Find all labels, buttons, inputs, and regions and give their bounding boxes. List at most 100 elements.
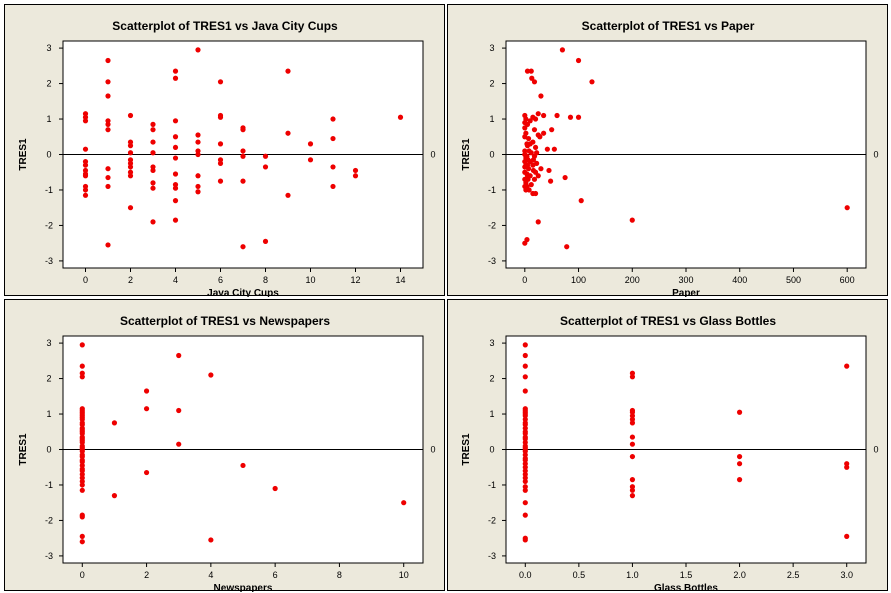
data-point xyxy=(307,141,314,147)
data-point xyxy=(549,127,555,133)
x-axis-label: Paper xyxy=(672,288,700,297)
chart-svg: Scatterplot of TRES1 vs Newspapers -3 -2 -1… xyxy=(18,314,436,592)
data-point xyxy=(526,187,532,193)
data-point xyxy=(522,388,528,394)
data-point xyxy=(629,487,636,493)
data-point xyxy=(105,242,111,248)
data-point xyxy=(262,153,269,159)
data-point xyxy=(176,441,182,447)
data-point xyxy=(176,352,182,359)
y-tick-label: 2 xyxy=(489,374,494,384)
data-point xyxy=(575,57,582,64)
data-point xyxy=(535,173,541,179)
data-point xyxy=(551,146,557,152)
y-tick-label: -3 xyxy=(488,551,496,561)
data-point xyxy=(127,164,134,170)
y-tick-label: 1 xyxy=(46,409,51,419)
data-point xyxy=(532,190,539,197)
data-point xyxy=(240,153,246,159)
y-tick-label: -3 xyxy=(45,256,53,266)
reference-line-label: 0 xyxy=(873,445,878,455)
data-point xyxy=(143,469,150,476)
data-point xyxy=(105,183,111,190)
x-tick-label: 6 xyxy=(273,570,278,580)
x-tick-label: 0 xyxy=(83,275,88,285)
data-point xyxy=(528,68,534,74)
data-point xyxy=(240,244,246,250)
data-point xyxy=(285,130,291,136)
x-tick-label: 10 xyxy=(305,275,315,285)
data-point xyxy=(544,146,550,152)
data-point xyxy=(172,155,179,161)
data-point xyxy=(150,121,156,127)
data-point xyxy=(541,112,547,119)
data-point xyxy=(240,127,246,133)
y-axis-label: TRES1 xyxy=(18,433,29,466)
data-point xyxy=(217,141,224,147)
data-point xyxy=(559,47,566,53)
data-point xyxy=(150,167,156,174)
data-point xyxy=(524,237,530,243)
data-point xyxy=(127,112,134,119)
y-tick-label: -2 xyxy=(488,220,496,230)
data-point xyxy=(397,114,404,120)
data-point xyxy=(736,461,743,467)
x-axis-label: Glass Bottles xyxy=(654,583,718,592)
reference-line-label: 0 xyxy=(430,150,435,160)
data-point xyxy=(217,178,224,184)
data-point xyxy=(524,121,531,127)
y-tick-label: 0 xyxy=(489,150,494,160)
data-point xyxy=(575,114,582,120)
data-point xyxy=(79,533,85,539)
data-point xyxy=(532,116,539,122)
data-point xyxy=(629,493,636,499)
data-point xyxy=(195,151,201,158)
y-axis-label: TRES1 xyxy=(461,433,472,466)
data-point xyxy=(82,187,89,193)
data-point xyxy=(525,135,532,142)
x-tick-label: 1.0 xyxy=(626,570,639,580)
data-point xyxy=(629,441,636,447)
y-tick-label: -2 xyxy=(45,515,53,525)
data-point xyxy=(111,420,118,426)
data-point xyxy=(330,135,336,142)
data-point xyxy=(79,342,85,348)
data-point xyxy=(82,118,89,124)
data-point xyxy=(79,487,85,493)
data-point xyxy=(285,68,291,74)
x-tick-label: 12 xyxy=(350,275,360,285)
x-tick-label: 0.0 xyxy=(519,570,532,580)
data-point xyxy=(534,150,540,156)
y-tick-label: -1 xyxy=(488,185,496,195)
data-point xyxy=(172,198,179,204)
data-point xyxy=(522,537,528,543)
y-tick-label: -3 xyxy=(488,256,496,266)
x-tick-label: 2 xyxy=(128,275,133,285)
x-tick-label: 8 xyxy=(263,275,268,285)
data-point xyxy=(538,166,544,172)
data-point xyxy=(127,150,134,156)
data-point xyxy=(522,512,528,518)
data-point xyxy=(844,464,850,470)
y-tick-label: 2 xyxy=(489,79,494,89)
x-tick-label: 14 xyxy=(395,275,405,285)
x-axis-label: Newspapers xyxy=(214,583,273,592)
data-point xyxy=(111,493,118,499)
data-point xyxy=(330,116,336,122)
data-point xyxy=(262,238,269,244)
y-tick-label: 2 xyxy=(46,374,51,384)
data-point xyxy=(844,363,850,369)
chart-title: Scatterplot of TRES1 vs Glass Bottles xyxy=(560,314,776,328)
data-point xyxy=(844,205,850,211)
chart-svg: Scatterplot of TRES1 vs Glass Bottles -3 -… xyxy=(461,314,879,592)
data-point xyxy=(195,189,201,195)
data-point xyxy=(531,176,538,182)
y-tick-label: 0 xyxy=(46,445,51,455)
data-point xyxy=(150,185,156,191)
data-point xyxy=(143,406,150,412)
data-point xyxy=(79,482,85,488)
data-point xyxy=(564,244,570,250)
data-point xyxy=(172,217,179,223)
data-point xyxy=(524,68,531,74)
